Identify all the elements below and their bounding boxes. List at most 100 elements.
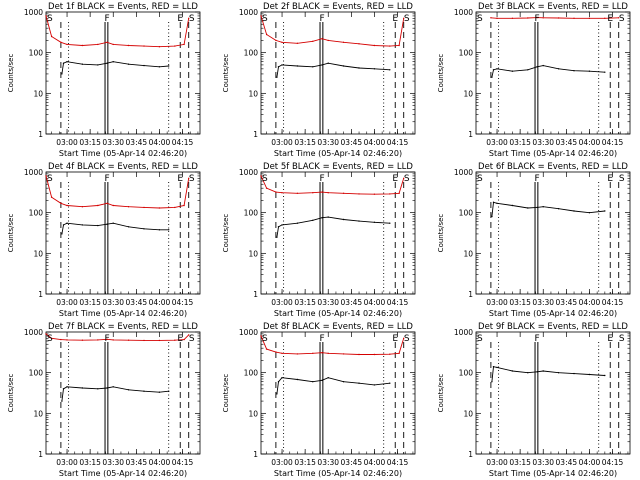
series-point-events: [168, 65, 170, 67]
y-axis-label: Counts/sec: [7, 54, 15, 93]
series-line-events: [491, 65, 605, 78]
series-point-lld: [50, 196, 53, 198]
series-point-events: [496, 366, 498, 369]
x-axis-label: Start Time (05-Apr-14 02:46:20): [489, 309, 617, 318]
series-point-lld: [143, 45, 145, 47]
x-tick-label: 03:45: [126, 298, 148, 307]
series-point-lld: [143, 206, 145, 209]
phase-marker-label: S: [404, 334, 410, 344]
series-point-events: [281, 224, 283, 226]
phase-marker-label: S: [189, 334, 195, 344]
x-tick-label: 04:15: [172, 458, 194, 467]
series-point-events: [604, 374, 606, 377]
series-point-lld: [342, 192, 345, 194]
y-tick-label: 100: [244, 369, 259, 378]
x-tick-label: 03:15: [509, 458, 531, 467]
series-line-events: [61, 386, 169, 402]
y-tick-label: 100: [459, 369, 474, 378]
phase-marker-label: E: [177, 14, 183, 24]
series-point-events: [536, 206, 538, 209]
y-tick-label: 1000: [239, 8, 258, 17]
x-tick-label: 04:00: [149, 138, 171, 147]
series-point-lld: [527, 17, 529, 19]
series-point-events: [492, 201, 495, 203]
series-point-events: [312, 66, 314, 68]
series-point-lld: [127, 206, 130, 208]
series-point-events: [358, 220, 360, 222]
series-point-events: [389, 69, 391, 71]
series-point-events: [66, 386, 68, 388]
phase-marker-label: S: [619, 174, 625, 184]
panel-title: Det 3f BLACK = Events, RED = LLD: [478, 2, 628, 12]
series-point-lld: [296, 192, 299, 194]
series-point-lld: [60, 41, 62, 43]
panel-title: Det 9f BLACK = Events, RED = LLD: [478, 322, 628, 332]
series-point-events: [358, 67, 360, 69]
x-tick-label: 03:00: [271, 138, 293, 147]
x-axis-label: Start Time (05-Apr-14 02:46:20): [489, 149, 617, 158]
phase-marker-label: E: [607, 14, 613, 24]
y-tick-label: 1000: [454, 168, 473, 177]
y-tick-label: 1000: [454, 328, 473, 337]
series-point-lld: [174, 206, 176, 209]
y-axis-label: Counts/sec: [222, 214, 230, 253]
series-point-lld: [260, 335, 262, 337]
series-line-lld: [260, 335, 405, 355]
detector-panel-5: Det 5f BLACK = Events, RED = LLD Start Ti…: [222, 162, 416, 318]
phase-marker-label: S: [619, 14, 625, 24]
series-point-lld: [127, 44, 130, 47]
series-point-events: [511, 204, 514, 207]
series-point-events: [276, 236, 278, 238]
series-line-events: [276, 216, 390, 238]
phase-marker-label: S: [619, 334, 625, 344]
series-point-lld: [97, 204, 99, 207]
x-tick-label: 04:15: [387, 298, 409, 307]
series-point-lld: [389, 193, 391, 195]
detector-panel-6: Det 6f BLACK = Events, RED = LLD Start Ti…: [437, 162, 631, 318]
phase-marker-label: F: [319, 334, 324, 344]
series-point-lld: [66, 339, 68, 341]
series-point-events: [277, 381, 280, 383]
phase-marker-label: E: [177, 174, 183, 184]
y-tick-label: 10: [463, 409, 473, 418]
y-tick-label: 10: [248, 249, 258, 258]
phase-marker-label: S: [47, 174, 53, 184]
x-tick-label: 04:00: [579, 458, 601, 467]
series-point-events: [276, 76, 278, 78]
x-tick-label: 03:45: [341, 138, 363, 147]
y-tick-label: 10: [248, 409, 258, 418]
panel-title: Det 1f BLACK = Events, RED = LLD: [48, 2, 198, 12]
phase-marker-label: S: [477, 174, 483, 184]
series-point-events: [557, 372, 560, 374]
series-point-events: [61, 233, 63, 235]
series-point-lld: [106, 338, 108, 340]
series-point-lld: [50, 337, 53, 339]
series-point-lld: [112, 339, 114, 341]
phase-marker-label: F: [534, 174, 539, 184]
detector-panel-7: Det 7f BLACK = Events, RED = LLD Start Ti…: [7, 322, 201, 478]
phase-marker-label: S: [262, 334, 268, 344]
x-tick-label: 03:30: [532, 458, 554, 467]
phase-marker-label: E: [392, 174, 398, 184]
series-point-events: [496, 202, 498, 204]
series-point-lld: [618, 17, 620, 19]
x-tick-label: 04:15: [387, 458, 409, 467]
x-tick-label: 03:30: [317, 138, 339, 147]
series-point-lld: [358, 353, 360, 356]
series-point-lld: [260, 15, 262, 17]
series-point-lld: [81, 206, 84, 208]
series-line-lld: [45, 15, 190, 48]
series-point-events: [158, 229, 161, 231]
series-line-lld: [45, 333, 190, 341]
series-point-lld: [66, 204, 68, 207]
x-tick-label: 03:30: [102, 458, 124, 467]
series-point-events: [327, 377, 329, 379]
series-point-events: [604, 210, 606, 212]
phase-marker-label: F: [534, 14, 539, 24]
x-tick-label: 03:15: [79, 458, 101, 467]
series-point-events: [373, 68, 376, 70]
series-point-events: [158, 66, 161, 68]
series-point-lld: [327, 352, 329, 354]
y-axis-label: Counts/sec: [222, 374, 230, 413]
